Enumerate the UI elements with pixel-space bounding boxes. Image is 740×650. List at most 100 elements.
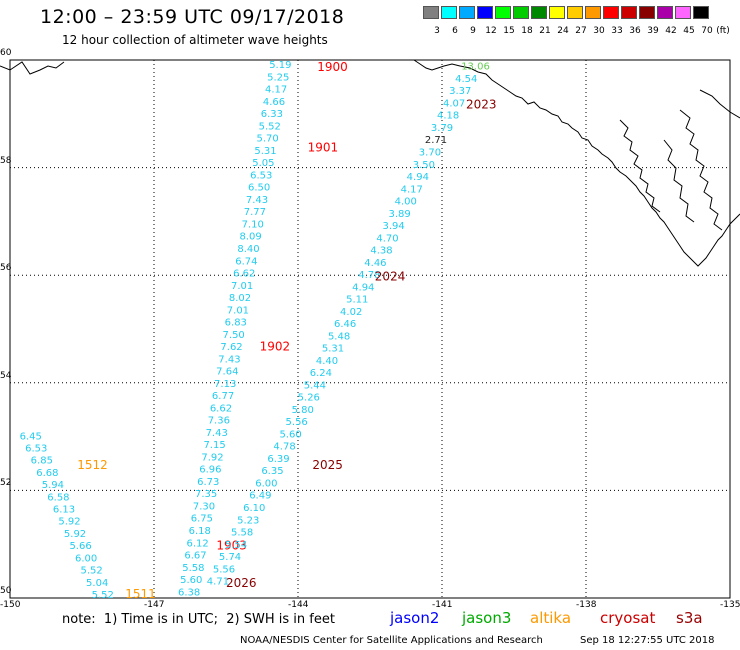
scale-swatch [513,6,529,19]
scale-tick-label: 33 [611,26,623,36]
lon-tick-label: -135 [720,600,740,610]
swh-value: 6.67 [184,551,206,562]
scale-swatch [423,6,439,19]
swh-value: 3.70 [419,147,441,158]
track-1511: 6.456.536.856.685.946.586.135.925.925.66… [20,431,156,601]
scale-tick-label: 39 [647,26,659,36]
scale-swatch [567,6,583,19]
pass-time-label: 2024 [375,270,406,284]
lat-tick-label: 56 [0,263,12,274]
swh-value: 5.92 [58,517,80,528]
pass-time-label: 2026 [226,576,257,590]
swh-value: 6.77 [212,391,234,402]
swh-value: 13.06 [461,62,490,73]
swh-value: 2.71 [425,135,447,146]
swh-value: 4.71 [207,577,229,588]
swh-value: 7.64 [216,367,238,378]
swh-value: 6.75 [191,514,213,525]
map-subtitle: 12 hour collection of altimeter wave hei… [62,33,328,47]
swh-value: 6.10 [243,503,265,514]
pass-time-label: 1511 [125,587,156,601]
swh-value: 5.05 [252,158,274,169]
swh-value: 7.43 [206,428,228,439]
lat-tick-label: 60 [0,48,12,58]
swh-value: 7.13 [214,379,236,390]
swh-value: 5.70 [256,134,278,145]
swh-value: 5.48 [328,331,350,342]
swh-value: 5.44 [304,380,326,391]
scale-swatch [531,6,547,19]
track-1900: 5.195.254.174.666.335.525.705.315.056.53… [178,60,348,599]
swh-value: 6.50 [248,183,270,194]
swh-value: 7.62 [220,342,242,353]
swh-value: 4.66 [263,97,285,108]
scale-tick-label: 45 [683,26,695,36]
swh-value: 6.74 [235,256,257,267]
swh-value: 7.50 [223,330,245,341]
swh-value: 4.40 [316,356,338,367]
scale-tick-label: 36 [629,26,641,36]
lat-tick-label: 52 [0,478,12,489]
swh-value: 3.37 [449,86,471,97]
swh-value: 6.13 [53,505,75,516]
swh-value: 6.00 [75,553,97,564]
swh-value: 8.02 [229,293,251,304]
scale-tick-label: 27 [575,26,587,36]
legend-s3a: s3a [676,609,703,627]
swh-value: 5.52 [81,566,103,577]
lon-tick-label: -147 [144,600,165,610]
lat-tick-label: 58 [0,155,12,166]
swh-value: 7.92 [201,452,223,463]
scale-swatch [657,6,673,19]
swh-value: 7.43 [218,354,240,365]
swh-value: 6.45 [20,431,42,442]
scale-tick-label: 15 [503,26,515,36]
pass-time-label: 1901 [308,140,339,154]
swh-value: 4.38 [370,246,392,257]
scale-tick-label: 3 [434,26,440,36]
swh-value: 5.23 [237,515,259,526]
swh-value: 5.74 [219,552,241,563]
swh-value: 6.53 [25,443,47,454]
legend-jason3: jason3 [462,609,512,627]
swh-value: 4.46 [364,258,386,269]
legend-altika: altika [530,609,572,627]
map-title: 12:00 – 23:59 UTC 09/17/2018 [40,6,345,28]
swh-value: 6.35 [261,466,283,477]
scale-swatch [693,6,709,19]
scale-tick-label: 9 [470,26,476,36]
pass-time-label: 2023 [466,97,497,111]
swh-value: 7.15 [203,440,225,451]
swh-value: 5.04 [86,578,108,589]
swh-value: 3.94 [382,221,404,232]
swh-value: 6.46 [334,319,356,330]
swh-value: 7.01 [231,281,253,292]
pass-time-label: 2025 [312,458,343,472]
scale-tick-label: 30 [593,26,605,36]
scale-swatch [495,6,511,19]
swh-value: 8.09 [240,232,262,243]
lat-tick-label: 50 [0,586,12,596]
swh-value: 6.62 [233,269,255,280]
satellite-tracks: 5.195.254.174.666.335.525.705.315.056.53… [20,60,497,601]
swh-value: 7.43 [246,195,268,206]
scale-swatch [639,6,655,19]
swh-value: 7.77 [244,207,266,218]
scale-swatch [585,6,601,19]
swh-value: 6.38 [178,587,200,598]
swh-value: 3.79 [431,123,453,134]
pass-time-label: 1903 [216,539,247,553]
scale-swatch [675,6,691,19]
swh-value: 6.96 [199,465,221,476]
swh-value: 6.73 [197,477,219,488]
pass-time-label: 1512 [77,458,108,472]
scale-swatch [477,6,493,19]
swh-value: 7.10 [242,219,264,230]
swh-value: 4.18 [437,111,459,122]
swh-value: 5.54 [225,540,247,551]
pass-time-label: 1902 [260,340,291,354]
swh-value: 5.26 [298,393,320,404]
swh-value: 7.01 [227,305,249,316]
scale-tick-label: 21 [539,26,551,36]
